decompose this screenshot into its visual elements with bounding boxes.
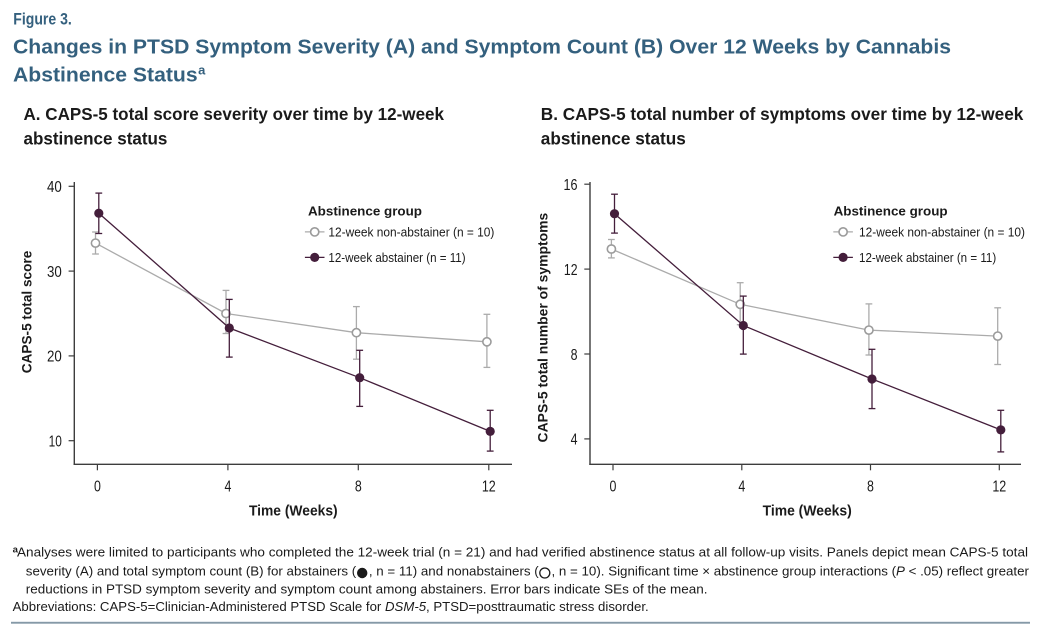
svg-text:4: 4 xyxy=(224,478,231,495)
svg-text:16: 16 xyxy=(564,177,578,194)
svg-text:30: 30 xyxy=(47,264,62,281)
svg-text:a: a xyxy=(198,62,206,77)
svg-text:12-week abstainer (n = 11): 12-week abstainer (n = 11) xyxy=(328,251,465,265)
svg-text:, n = 10). Significant time ×: , n = 10). Significant time × abstinence… xyxy=(552,564,897,579)
svg-text:Figure 3.: Figure 3. xyxy=(13,9,72,28)
svg-text:Abstinence Status: Abstinence Status xyxy=(13,65,198,87)
svg-text:Abstinence group: Abstinence group xyxy=(834,203,948,218)
svg-text:Time (Weeks): Time (Weeks) xyxy=(763,503,852,519)
svg-text:40: 40 xyxy=(47,179,62,196)
svg-text:8: 8 xyxy=(867,478,874,495)
svg-text:A. CAPS-5 total score severity: A. CAPS-5 total score severity over time… xyxy=(24,104,445,124)
svg-text:4: 4 xyxy=(571,432,578,449)
svg-text:10: 10 xyxy=(49,434,62,451)
svg-text:Time (Weeks): Time (Weeks) xyxy=(249,503,338,519)
svg-text:12: 12 xyxy=(482,478,496,495)
svg-text:severity (A) and total symptom: severity (A) and total symptom count (B)… xyxy=(26,564,357,579)
svg-text:Analyses were limited to parti: Analyses were limited to participants wh… xyxy=(17,545,1028,560)
svg-text:Abstinence group: Abstinence group xyxy=(308,203,422,218)
svg-text:8: 8 xyxy=(571,347,578,364)
svg-text:12: 12 xyxy=(992,478,1006,495)
svg-text:a: a xyxy=(13,544,19,555)
svg-text:4: 4 xyxy=(738,478,745,495)
svg-text:abstinence status: abstinence status xyxy=(24,129,168,149)
svg-text:reductions in PTSD symptom sev: reductions in PTSD symptom severity and … xyxy=(26,581,708,596)
svg-text:8: 8 xyxy=(355,478,362,495)
svg-text:CAPS-5 total number of symptom: CAPS-5 total number of symptoms xyxy=(535,213,551,443)
svg-text:12: 12 xyxy=(564,262,578,279)
svg-text:Abbreviations: CAPS-5=Clinicia: Abbreviations: CAPS-5=Clinician-Administ… xyxy=(13,599,385,614)
svg-text:CAPS-5 total score: CAPS-5 total score xyxy=(19,251,35,374)
svg-text:0: 0 xyxy=(94,478,101,495)
svg-text:abstinence status: abstinence status xyxy=(541,129,686,149)
svg-text:< .05) reflect greater: < .05) reflect greater xyxy=(905,564,1030,579)
svg-text:0: 0 xyxy=(610,478,617,495)
svg-text:12-week non-abstainer (n = 10): 12-week non-abstainer (n = 10) xyxy=(328,226,494,240)
svg-text:Changes in PTSD Symptom Severi: Changes in PTSD Symptom Severity (A) and… xyxy=(13,36,951,58)
svg-text:, n = 11) and nonabstainers (: , n = 11) and nonabstainers ( xyxy=(369,564,540,579)
svg-text:B. CAPS-5 total number of symp: B. CAPS-5 total number of symptoms over … xyxy=(541,104,1024,124)
svg-text:, PTSD=posttraumatic stress di: , PTSD=posttraumatic stress disorder. xyxy=(426,599,649,614)
svg-text:P: P xyxy=(896,564,905,579)
svg-text:DSM-5: DSM-5 xyxy=(385,599,427,614)
svg-text:12-week abstainer (n = 11): 12-week abstainer (n = 11) xyxy=(859,251,996,265)
svg-text:20: 20 xyxy=(47,349,62,366)
svg-text:12-week non-abstainer (n = 10): 12-week non-abstainer (n = 10) xyxy=(859,226,1025,240)
